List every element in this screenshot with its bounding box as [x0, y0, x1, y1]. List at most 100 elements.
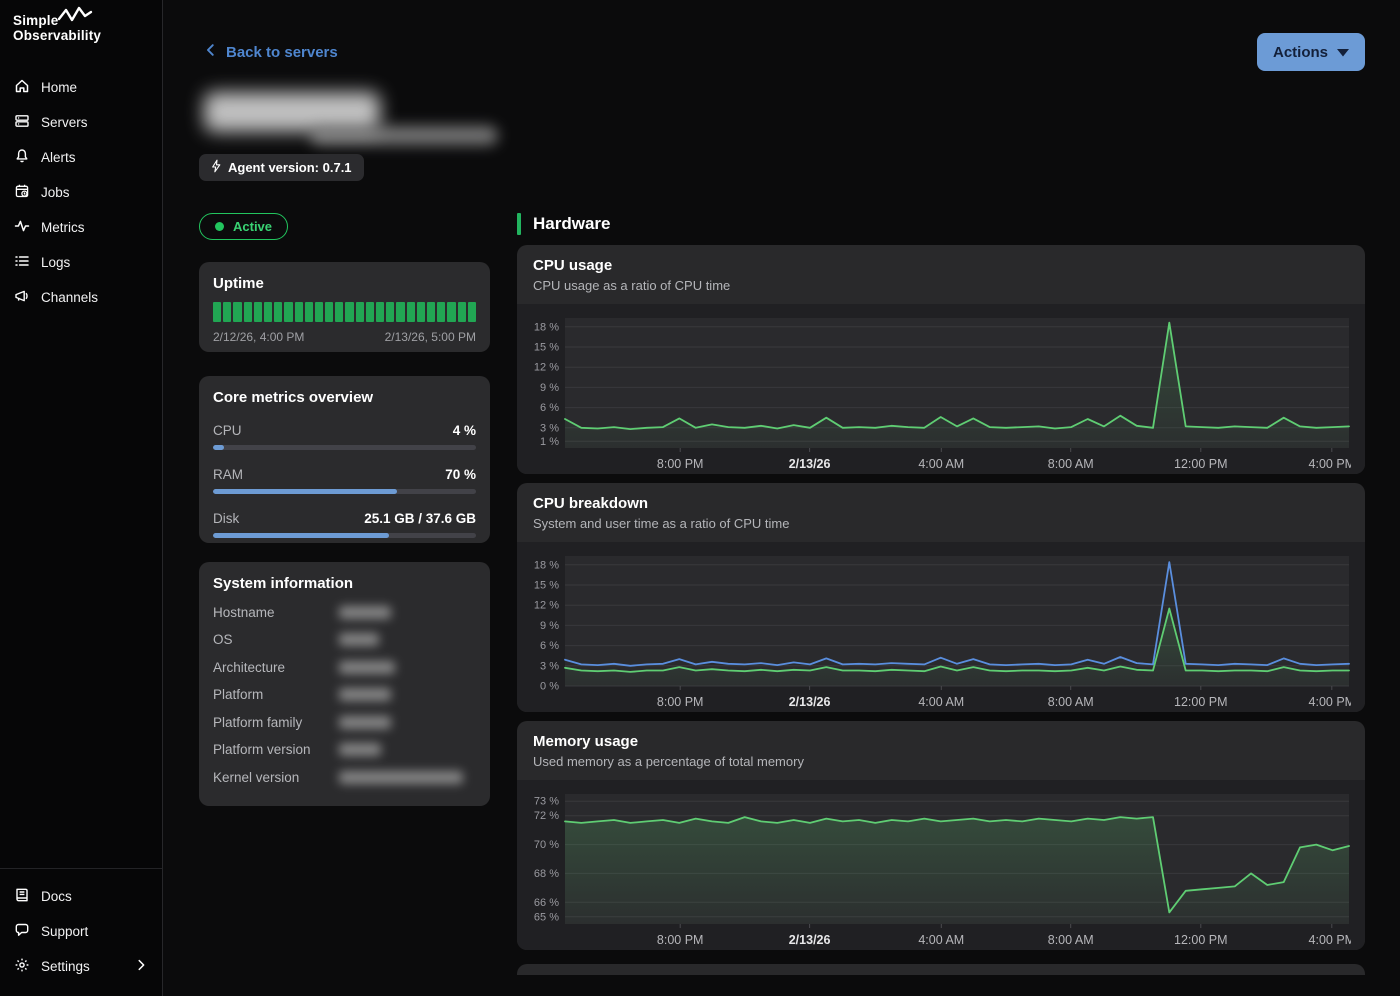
back-to-servers-link[interactable]: Back to servers [204, 42, 338, 62]
svg-text:73 %: 73 % [534, 796, 559, 808]
sidebar-item-label: Metrics [41, 220, 85, 235]
chevron-left-icon [204, 42, 218, 62]
svg-text:18 %: 18 % [534, 559, 559, 571]
svg-text:3 %: 3 % [540, 422, 559, 434]
caret-down-icon [1337, 44, 1349, 61]
svg-text:6 %: 6 % [540, 640, 559, 652]
sidebar-item-docs[interactable]: Docs [0, 879, 162, 914]
actions-button-label: Actions [1273, 44, 1328, 61]
svg-text:2/13/26: 2/13/26 [789, 457, 831, 471]
server-subtitle-redacted [310, 126, 498, 145]
svg-text:0 %: 0 % [540, 681, 559, 693]
svg-text:68 %: 68 % [534, 868, 559, 880]
uptime-segment [376, 302, 384, 322]
section-title: Hardware [533, 214, 610, 234]
uptime-segment [244, 302, 252, 322]
ram-progress-bar [213, 489, 476, 494]
svg-text:9 %: 9 % [540, 620, 559, 632]
uptime-segment [407, 302, 415, 322]
next-card-partial [517, 964, 1365, 975]
uptime-segment [345, 302, 353, 322]
uptime-range-end: 2/13/26, 5:00 PM [385, 330, 476, 344]
sidebar-item-servers[interactable]: Servers [0, 105, 162, 140]
sidebar-item-home[interactable]: Home [0, 70, 162, 105]
status-label: Active [233, 219, 272, 234]
svg-text:18 %: 18 % [534, 321, 559, 333]
chevron-right-icon [134, 958, 148, 975]
bolt-icon [211, 159, 221, 176]
uptime-segment [295, 302, 303, 322]
metric-label: Disk [213, 511, 239, 526]
logo-line2: Observability [13, 29, 162, 44]
chart-subtitle: CPU usage as a ratio of CPU time [533, 278, 1349, 293]
sidebar-item-settings[interactable]: Settings [0, 949, 162, 984]
svg-text:2/13/26: 2/13/26 [789, 933, 831, 947]
uptime-segment [437, 302, 445, 322]
svg-text:8:00 PM: 8:00 PM [657, 933, 704, 947]
system-information-card: System information Hostname OS Architect… [199, 562, 490, 806]
uptime-segment [233, 302, 241, 322]
metric-label: RAM [213, 467, 243, 482]
uptime-segment [223, 302, 231, 322]
sidebar-item-label: Channels [41, 290, 98, 305]
uptime-segment [315, 302, 323, 322]
svg-text:4:00 AM: 4:00 AM [918, 457, 964, 471]
sys-row-platform-version: Platform version [213, 742, 476, 757]
metric-label: CPU [213, 423, 242, 438]
sys-row-platform: Platform [213, 687, 476, 702]
uptime-segment [427, 302, 435, 322]
metric-value: 70 % [445, 467, 476, 482]
core-metrics-title: Core metrics overview [213, 389, 476, 406]
metric-row-cpu: CPU 4 % [213, 423, 476, 450]
svg-text:12:00 PM: 12:00 PM [1174, 695, 1228, 709]
sidebar-item-channels[interactable]: Channels [0, 280, 162, 315]
svg-text:15 %: 15 % [534, 580, 559, 592]
sidebar-item-label: Home [41, 80, 77, 95]
core-metrics-card: Core metrics overview CPU 4 % RAM 70 % D… [199, 376, 490, 543]
list-icon [14, 253, 30, 272]
sidebar-item-alerts[interactable]: Alerts [0, 140, 162, 175]
sys-row-architecture: Architecture [213, 660, 476, 675]
actions-button[interactable]: Actions [1257, 33, 1365, 71]
uptime-segment [386, 302, 394, 322]
sidebar-item-support[interactable]: Support [0, 914, 162, 949]
cpu-breakdown-card: CPU breakdown System and user time as a … [517, 483, 1365, 712]
sys-row-kernel-version: Kernel version [213, 770, 476, 785]
svg-text:70 %: 70 % [534, 839, 559, 851]
sidebar-item-label: Servers [41, 115, 88, 130]
app-logo: Simple Observability [0, 0, 162, 44]
cpu-progress-bar [213, 445, 476, 450]
sidebar-item-jobs[interactable]: Jobs [0, 175, 162, 210]
redacted-value [339, 716, 391, 729]
svg-text:8:00 AM: 8:00 AM [1048, 933, 1094, 947]
uptime-segment [458, 302, 466, 322]
sidebar-item-metrics[interactable]: Metrics [0, 210, 162, 245]
sys-row-os: OS [213, 632, 476, 647]
sidebar-item-logs[interactable]: Logs [0, 245, 162, 280]
disk-progress-bar [213, 533, 476, 538]
svg-text:4:00 PM: 4:00 PM [1309, 457, 1351, 471]
svg-text:8:00 PM: 8:00 PM [657, 457, 704, 471]
sidebar-item-label: Logs [41, 255, 70, 270]
chat-icon [14, 922, 30, 941]
sidebar-item-label: Settings [41, 959, 90, 974]
svg-text:12 %: 12 % [534, 600, 559, 612]
svg-text:4:00 AM: 4:00 AM [918, 933, 964, 947]
agent-version-label: Agent version: 0.7.1 [228, 160, 352, 175]
uptime-segment [325, 302, 333, 322]
svg-text:4:00 PM: 4:00 PM [1309, 695, 1351, 709]
redacted-value [339, 743, 381, 756]
uptime-segment [213, 302, 221, 322]
uptime-title: Uptime [213, 275, 476, 292]
redacted-value [339, 661, 395, 674]
uptime-segment [417, 302, 425, 322]
sidebar-footer: Docs Support Settings [0, 868, 162, 996]
svg-text:3 %: 3 % [540, 660, 559, 672]
svg-text:8:00 PM: 8:00 PM [657, 695, 704, 709]
uptime-segment [264, 302, 272, 322]
section-accent-bar [517, 213, 521, 235]
chart-title: Memory usage [533, 733, 1349, 750]
sys-row-hostname: Hostname [213, 605, 476, 620]
back-link-label: Back to servers [226, 44, 338, 61]
uptime-bars [213, 302, 476, 322]
